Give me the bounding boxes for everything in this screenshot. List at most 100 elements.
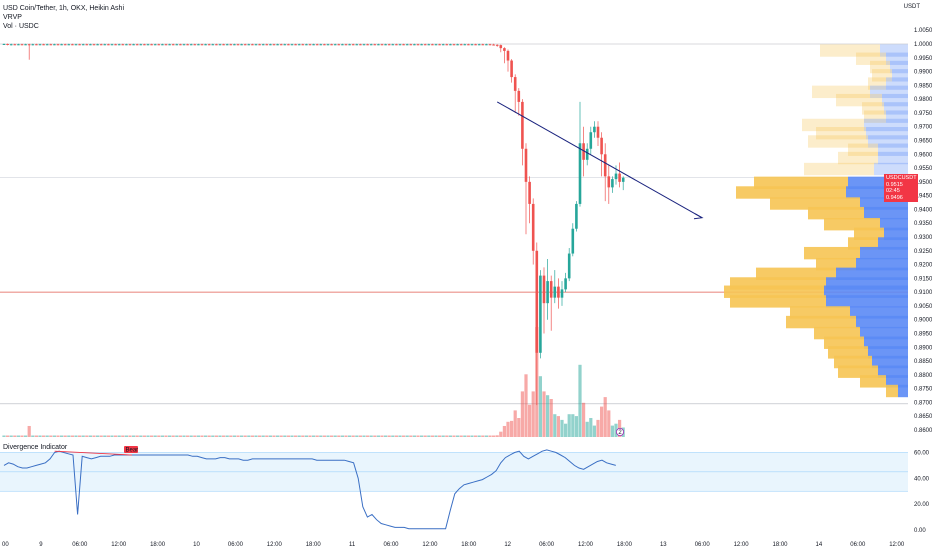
price-tag-countdown: 02:45 — [886, 188, 900, 194]
volume-profile-up-bar — [790, 306, 850, 319]
price-axis-label: 0.9400 — [914, 207, 932, 213]
price-axis-label: 0.8950 — [914, 332, 932, 338]
volume-profile-up-bar — [824, 336, 864, 349]
time-axis-label: 12:00 — [578, 542, 594, 548]
volume-profile-down-bar — [864, 336, 908, 349]
time-axis-label: 12:00 — [267, 542, 283, 548]
candle-body — [9, 44, 13, 46]
volume-bar — [247, 435, 251, 437]
volume-profile-down-bar — [836, 267, 908, 281]
volume-bar — [373, 435, 377, 437]
candle-body — [420, 44, 423, 46]
volume-bar — [438, 435, 442, 437]
volume-profile-up-bar — [736, 186, 846, 199]
volume-profile-down-bar — [856, 315, 908, 329]
legend-vrvp[interactable]: VRVP — [3, 14, 22, 21]
volume-bar — [322, 435, 326, 437]
volume-bar — [294, 435, 298, 437]
volume-profile-up-bar — [854, 227, 884, 241]
legend-symbol[interactable]: USD Coin/Tether, 1h, OKX, Heikin Ashi — [3, 5, 124, 12]
oscillator-axis-label: 20.00 — [914, 502, 930, 508]
candle-body — [510, 60, 513, 78]
candle-body — [387, 44, 391, 46]
candle-body — [449, 44, 452, 46]
candle-body — [233, 44, 236, 46]
main-chart[interactable]: 1.0050 1.0000 0.9950 0.9900 0.9850 0.9800 0.97… — [0, 0, 932, 440]
candle-body — [132, 44, 135, 46]
price-axis-label: 1.0050 — [914, 28, 932, 34]
time-axis[interactable]: 00 9 06:00 12:00 18:00 10 06:00 12:00 18:00 11 06:… — [0, 536, 932, 550]
volume-bar — [510, 420, 514, 437]
volume-profile-up-bar — [838, 151, 878, 165]
candle-body — [542, 275, 546, 304]
volume-profile-up-bar — [872, 69, 892, 82]
candle-body — [197, 44, 200, 46]
candle-body — [517, 90, 521, 102]
candle-body — [373, 44, 377, 46]
time-axis-label: 14 — [816, 542, 823, 548]
volume-bar — [99, 435, 103, 437]
volume-bar — [56, 435, 60, 437]
volume-bar — [571, 414, 575, 437]
volume-profile-down-bar — [886, 77, 908, 90]
volume-bar — [574, 416, 578, 437]
candle-body — [99, 44, 103, 46]
candle-body — [297, 44, 301, 46]
volume-bar — [474, 435, 478, 437]
volume-bar — [549, 399, 553, 437]
volume-bar — [402, 435, 406, 437]
candle-body — [380, 44, 384, 46]
candle-body — [20, 44, 24, 46]
volume-bar — [297, 435, 301, 437]
candle-body — [139, 44, 143, 46]
price-axis-label: 0.9350 — [914, 221, 932, 227]
volume-bar — [232, 435, 236, 437]
volume-bar — [600, 406, 604, 437]
oscillator-title[interactable]: Divergence Indicator — [3, 444, 68, 451]
candle-body — [42, 44, 45, 46]
price-axis-label: 0.9050 — [914, 304, 932, 310]
candle-body — [171, 44, 175, 46]
candle-body — [218, 44, 222, 46]
candle-body — [621, 177, 625, 182]
volume-bar — [85, 435, 89, 437]
volume-profile-down-bar — [868, 346, 908, 359]
volume-bar — [348, 435, 352, 437]
volume-bar — [88, 435, 92, 437]
volume-bar — [506, 421, 510, 437]
volume-bar — [452, 435, 456, 437]
volume-bar — [276, 435, 280, 437]
candle-body — [567, 253, 571, 279]
price-axis-label: 0.9450 — [914, 194, 932, 200]
chart-legend: USD Coin/Tether, 1h, OKX, Heikin Ashi VR… — [3, 4, 124, 31]
events-badge-label: 2 — [618, 430, 622, 436]
volume-profile-up-bar — [802, 118, 864, 132]
price-axis-label: 0.8800 — [914, 373, 932, 379]
volume-bar — [20, 435, 24, 437]
volume-profile-up-bar — [856, 52, 886, 65]
volume-bar — [128, 435, 132, 437]
volume-bar — [135, 435, 139, 437]
volume-bar — [481, 435, 485, 437]
candle-body — [528, 181, 531, 204]
price-axis-label: 0.9850 — [914, 83, 932, 89]
volume-bar — [150, 435, 154, 437]
candle-body — [319, 44, 323, 46]
candle-body — [553, 286, 557, 298]
volume-bar — [556, 416, 560, 437]
volume-bar — [610, 425, 614, 437]
legend-volume[interactable]: Vol · USDC — [3, 23, 39, 30]
volume-bar — [168, 435, 172, 437]
candle-body — [276, 44, 279, 46]
volume-bar — [96, 435, 100, 437]
candle-body — [578, 143, 582, 204]
oscillator-chart[interactable]: 60.00 40.00 20.00 0.00 Bear — [0, 440, 932, 536]
candle-body — [503, 48, 506, 51]
price-axis-label: 0.9500 — [914, 180, 932, 186]
candle-body — [179, 44, 182, 46]
candle-body — [251, 44, 254, 46]
candle-body — [409, 44, 413, 46]
volume-profile-up-bar — [860, 375, 886, 388]
oscillator-axis-label: 40.00 — [914, 476, 930, 482]
candle-body — [535, 250, 539, 353]
